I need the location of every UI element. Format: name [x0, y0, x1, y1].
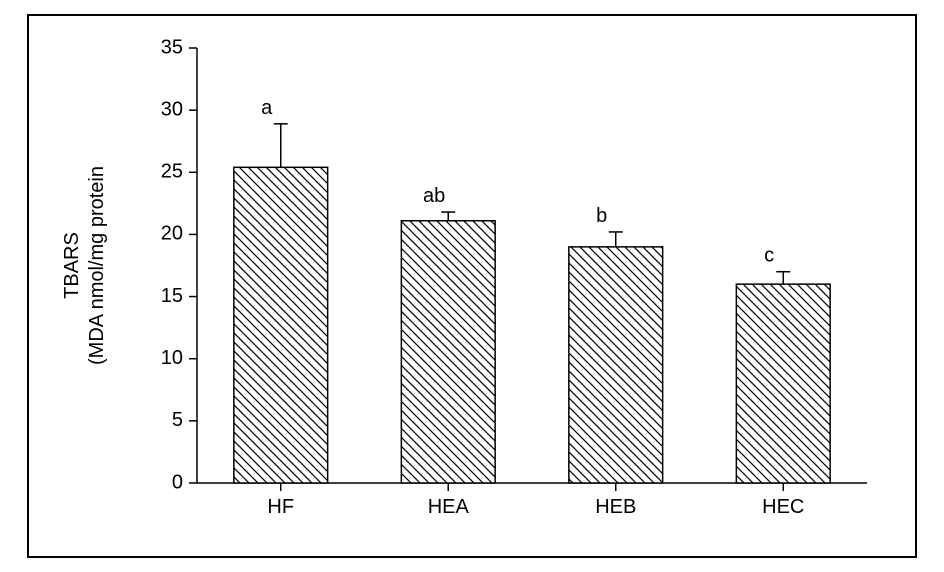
- x-tick-label: HEB: [595, 496, 636, 518]
- y-tick-label: 20: [161, 223, 183, 245]
- significance-label: c: [764, 245, 774, 267]
- significance-label: ab: [423, 185, 445, 207]
- x-tick-label: HF: [267, 496, 294, 518]
- y-tick-label: 0: [172, 471, 183, 493]
- y-tick-label: 10: [161, 347, 183, 369]
- bar: [736, 284, 830, 483]
- bar: [234, 167, 328, 483]
- chart-svg: 0 5 10 15 20 25 30 35 a HF ab HEA b HEB c HEC TBARS(MDA …: [0, 0, 944, 572]
- y-tick-label: 35: [161, 36, 183, 58]
- bar: [401, 221, 495, 483]
- y-tick-label: 25: [161, 161, 183, 183]
- bar: [569, 247, 663, 483]
- significance-label: b: [596, 205, 607, 227]
- bar-chart: 0 5 10 15 20 25 30 35 a HF ab HEA b HEB c HEC TBARS(MDA …: [0, 0, 944, 572]
- y-tick-label: 30: [161, 98, 183, 120]
- y-axis-title: TBARS(MDA nmol/mg protein: [61, 166, 108, 365]
- x-tick-label: HEC: [762, 496, 804, 518]
- y-tick-label: 5: [172, 409, 183, 431]
- x-tick-label: HEA: [428, 496, 470, 518]
- significance-label: a: [261, 97, 273, 119]
- y-tick-label: 15: [161, 285, 183, 307]
